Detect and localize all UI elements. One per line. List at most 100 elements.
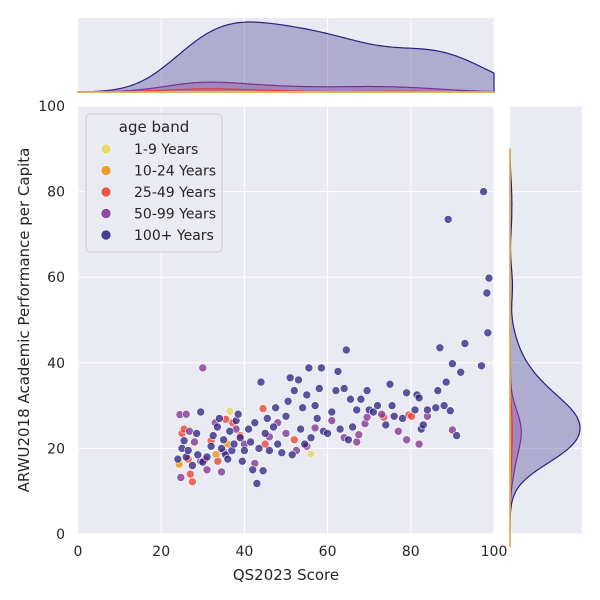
scatter-point xyxy=(289,435,299,445)
scatter-point xyxy=(356,394,366,404)
right-kde-4 xyxy=(509,148,581,547)
scatter-point xyxy=(354,430,364,440)
scatter-point xyxy=(306,433,316,443)
scatter-point xyxy=(285,373,295,383)
scatter-point xyxy=(176,473,186,482)
scatter-point xyxy=(479,187,488,196)
scatter-point xyxy=(196,407,205,417)
legend-items: 1-9 Years 10-24 Years 25-49 Years 50-99 Yea… xyxy=(100,142,216,244)
x-tick-label: 100 xyxy=(481,544,508,560)
legend-label: 100+ Years xyxy=(134,228,214,244)
right-marginal-kde xyxy=(509,148,581,547)
scatter-point xyxy=(483,328,493,338)
scatter-point xyxy=(229,439,239,449)
scatter-point xyxy=(381,420,391,430)
scatter-point xyxy=(202,452,212,462)
scatter-point xyxy=(452,431,461,440)
scatter-point xyxy=(300,439,310,449)
scatter-point xyxy=(294,375,303,385)
legend-marker xyxy=(100,143,112,155)
scatter-point xyxy=(431,403,441,413)
scatter-point xyxy=(439,401,449,410)
scatter-point xyxy=(310,423,320,433)
scatter-point xyxy=(287,450,297,460)
scatter-point xyxy=(298,403,307,413)
x-tick-label: 20 xyxy=(152,544,170,560)
scatter-point xyxy=(246,437,255,447)
y-axis-label: ARWU2018 Academic Performance per Capita xyxy=(15,148,33,493)
scatter-point xyxy=(188,461,197,470)
scatter-point xyxy=(344,435,353,445)
scatter-point xyxy=(269,422,278,432)
scatter-point xyxy=(302,390,312,400)
scatter-point xyxy=(346,394,355,404)
scatter-point xyxy=(233,409,243,419)
scatter-point xyxy=(258,404,268,413)
scatter-point xyxy=(260,429,270,438)
scatter-point xyxy=(277,448,287,458)
x-axis-ticks: 0 20 40 60 80 100 xyxy=(74,544,508,560)
scatter-point xyxy=(265,446,274,455)
scatter-point xyxy=(312,414,322,423)
scatter-points xyxy=(173,187,494,488)
legend-label: 10-24 Years xyxy=(134,164,216,180)
scatter-point xyxy=(369,407,378,417)
y-axis-ticks: 0 20 40 60 80 100 xyxy=(38,99,65,543)
scatter-point xyxy=(333,367,343,376)
y-tick-label: 40 xyxy=(47,356,65,372)
top-marginal-grid xyxy=(77,18,495,92)
scatter-point xyxy=(289,386,299,395)
scatter-point xyxy=(352,405,362,415)
scatter-point xyxy=(281,429,291,438)
scatter-point xyxy=(179,436,189,446)
scatter-point xyxy=(387,401,397,410)
scatter-point xyxy=(206,441,216,451)
scatter-point xyxy=(410,405,420,415)
y-tick-label: 0 xyxy=(56,527,65,543)
scatter-point xyxy=(262,414,272,423)
scatter-point xyxy=(385,379,395,389)
y-tick-label: 60 xyxy=(47,270,65,286)
top-kde-2 xyxy=(78,88,494,93)
scatter-point xyxy=(373,401,382,410)
scatter-point xyxy=(219,435,228,445)
scatter-point xyxy=(377,409,387,419)
scatter-point xyxy=(193,450,203,460)
scatter-point xyxy=(306,449,316,459)
scatter-point xyxy=(331,386,341,395)
x-tick-label: 40 xyxy=(235,544,253,560)
scatter-point xyxy=(281,411,291,421)
y-tick-label: 100 xyxy=(38,99,65,115)
scatter-point xyxy=(248,465,257,475)
top-kde-4 xyxy=(77,21,495,93)
scatter-point xyxy=(250,418,260,428)
scatter-point xyxy=(186,469,195,479)
scatter-point xyxy=(341,345,351,355)
scatter-point xyxy=(258,466,268,476)
scatter-point xyxy=(238,456,247,466)
top-marginal-kde xyxy=(77,21,495,93)
scatter-point xyxy=(202,465,212,475)
legend-label: 50-99 Years xyxy=(134,207,216,223)
scatter-point xyxy=(256,377,266,387)
x-tick-label: 60 xyxy=(319,544,337,560)
right-marginal-grid xyxy=(510,105,582,535)
scatter-point xyxy=(208,431,218,440)
scatter-point xyxy=(477,361,486,371)
x-axis-label: QS2023 Score xyxy=(233,566,339,584)
scatter-point xyxy=(456,367,466,377)
scatter-point xyxy=(441,377,451,387)
scatter-point xyxy=(173,454,183,464)
scatter-point xyxy=(217,444,226,453)
scatter-point xyxy=(181,409,191,419)
scatter-point xyxy=(217,467,226,477)
legend-marker xyxy=(100,229,112,241)
scatter-point xyxy=(271,403,280,413)
scatter-point xyxy=(225,406,235,416)
scatter-point xyxy=(213,456,223,466)
scatter-point xyxy=(327,407,337,417)
scatter-point xyxy=(215,414,224,423)
scatter-point xyxy=(414,439,424,449)
legend-marker xyxy=(100,165,112,176)
